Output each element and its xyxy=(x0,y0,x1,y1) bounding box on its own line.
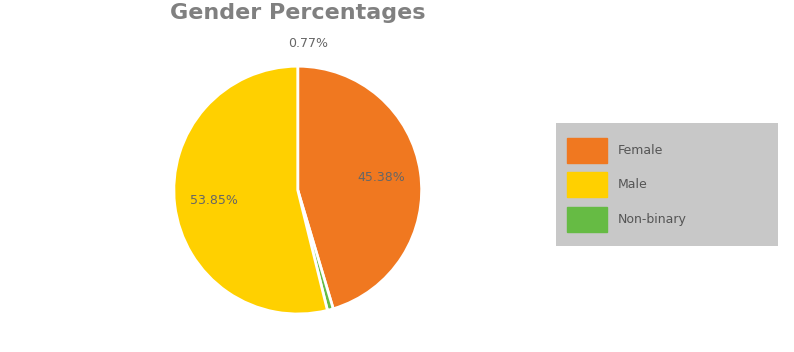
Text: 53.85%: 53.85% xyxy=(191,194,238,207)
Title: Gender Percentages: Gender Percentages xyxy=(170,2,426,23)
Text: Male: Male xyxy=(618,178,648,191)
Text: 0.77%: 0.77% xyxy=(287,37,328,50)
Wedge shape xyxy=(174,66,327,314)
Bar xyxy=(567,172,607,197)
Text: Non-binary: Non-binary xyxy=(618,213,687,226)
Wedge shape xyxy=(298,66,422,309)
Wedge shape xyxy=(298,190,333,310)
Bar xyxy=(567,207,607,232)
Bar xyxy=(567,138,607,163)
Text: Female: Female xyxy=(618,144,664,157)
Text: 45.38%: 45.38% xyxy=(357,171,405,184)
